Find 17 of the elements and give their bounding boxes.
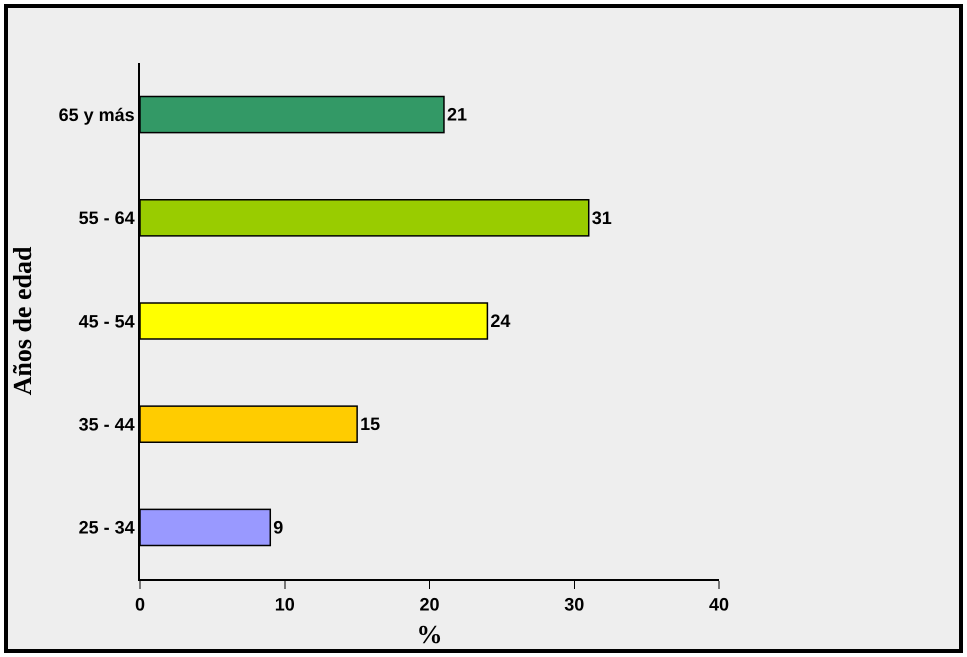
x-tick-label: 30 xyxy=(564,594,584,614)
y-tick-label: 25 - 34 xyxy=(78,518,135,538)
y-axis-title: Años de edad xyxy=(8,246,37,396)
x-tick-label: 0 xyxy=(134,594,146,614)
y-tick-label: 35 - 44 xyxy=(78,414,135,434)
data-label: 21 xyxy=(446,104,467,125)
data-label: 31 xyxy=(592,208,612,228)
x-tick-label: 10 xyxy=(274,594,295,614)
x-axis-title: % xyxy=(416,620,442,649)
x-tick-label: 40 xyxy=(708,594,730,614)
x-tick-label: 20 xyxy=(419,594,440,614)
y-tick-label: 55 - 64 xyxy=(78,208,135,228)
data-label: 24 xyxy=(490,311,510,331)
data-label: 9 xyxy=(273,517,284,538)
y-tick-label: 65 y más xyxy=(58,104,135,125)
data-label: 15 xyxy=(360,414,380,434)
y-tick-label: 45 - 54 xyxy=(78,311,135,332)
